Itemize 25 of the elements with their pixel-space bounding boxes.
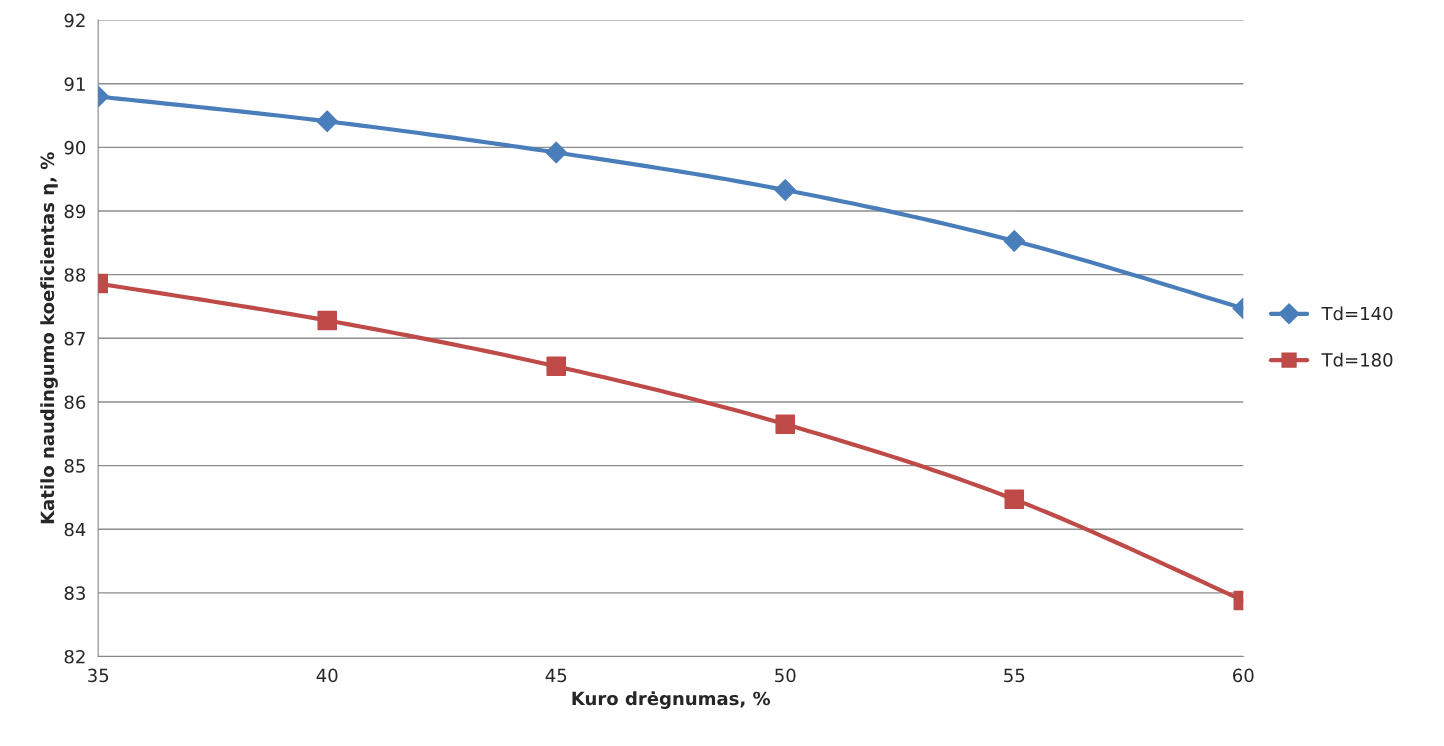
y-tick-label: 91 [64,77,85,91]
point [545,141,568,164]
point [774,179,797,201]
y-tick-label: 92 [64,13,85,28]
legend-label: Td=140 [1321,306,1393,321]
y-tick-label: 85 [64,459,85,473]
y-tick-label: 83 [64,586,85,600]
x-tick-label: 60 [1233,668,1254,683]
legend-label: Td=180 [1321,352,1393,367]
point [775,414,796,434]
x-tick-label: 50 [775,668,796,683]
y-tick-label: 86 [64,395,86,410]
y-tick-label: 84 [64,522,86,537]
y-tick-label: 90 [64,140,86,155]
y-tick-label: 87 [64,331,85,346]
y-tick-label: 88 [64,268,86,282]
x-axis-title: Kuro drėgnumas, % [572,691,771,709]
point [546,356,567,377]
x-tick-label: 45 [545,668,567,683]
y-tick-label: 89 [64,204,86,219]
x-tick-label: 55 [1004,668,1025,683]
x-tick-label: 40 [316,668,338,683]
x-tick-label: 35 [88,668,109,683]
y-axis-title: Katilo naudingumo koeficientas η, % [40,152,58,524]
y-tick-label: 82 [64,649,85,664]
